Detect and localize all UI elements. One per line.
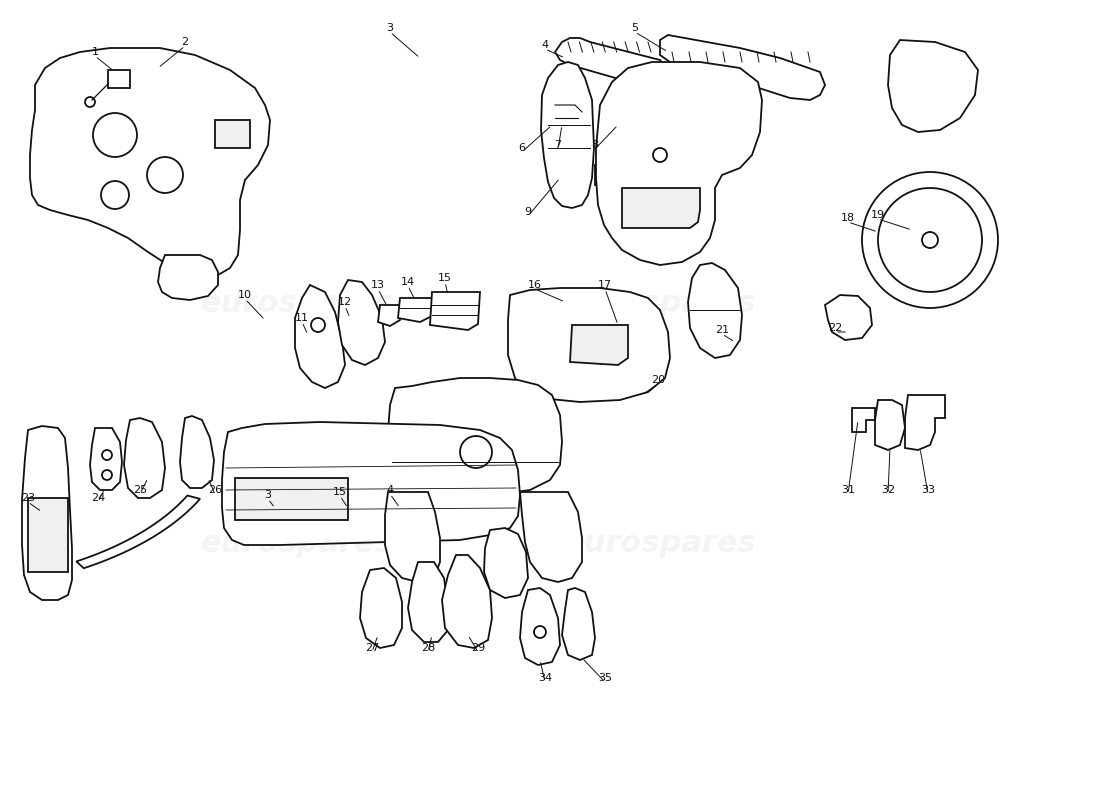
Circle shape	[311, 318, 324, 332]
Text: 4: 4	[386, 485, 394, 495]
Text: 34: 34	[538, 673, 552, 683]
Text: 14: 14	[400, 277, 415, 287]
Text: eurospares: eurospares	[563, 530, 757, 558]
Polygon shape	[688, 263, 742, 358]
Polygon shape	[235, 478, 348, 520]
Polygon shape	[596, 62, 762, 265]
Text: 10: 10	[238, 290, 252, 300]
Text: 7: 7	[554, 140, 562, 150]
Text: 9: 9	[525, 207, 531, 217]
Polygon shape	[214, 120, 250, 148]
Text: 18: 18	[840, 213, 855, 223]
Polygon shape	[508, 288, 670, 402]
Polygon shape	[295, 285, 345, 388]
Text: 28: 28	[421, 643, 436, 653]
Polygon shape	[158, 255, 218, 300]
Text: eurospares: eurospares	[200, 530, 394, 558]
Circle shape	[460, 436, 492, 468]
Polygon shape	[520, 588, 560, 665]
Text: 3: 3	[386, 23, 394, 33]
Text: 21: 21	[715, 325, 729, 335]
Text: 20: 20	[651, 375, 666, 385]
Polygon shape	[430, 292, 480, 330]
Polygon shape	[556, 38, 668, 86]
Polygon shape	[22, 426, 72, 600]
Polygon shape	[28, 498, 68, 572]
Polygon shape	[595, 165, 618, 185]
Polygon shape	[905, 395, 945, 450]
Circle shape	[94, 113, 138, 157]
Circle shape	[922, 232, 938, 248]
Circle shape	[653, 148, 667, 162]
Polygon shape	[385, 492, 440, 582]
Text: 22: 22	[828, 323, 843, 333]
Polygon shape	[90, 428, 122, 490]
Polygon shape	[520, 492, 582, 582]
Polygon shape	[360, 568, 401, 648]
Text: 24: 24	[91, 493, 106, 503]
Polygon shape	[442, 555, 492, 648]
Text: 29: 29	[471, 643, 485, 653]
Polygon shape	[825, 295, 872, 340]
Text: 27: 27	[365, 643, 380, 653]
Circle shape	[85, 97, 95, 107]
Polygon shape	[388, 378, 562, 494]
Text: 19: 19	[871, 210, 886, 220]
Text: 17: 17	[598, 280, 612, 290]
Text: 1: 1	[91, 47, 99, 57]
Text: 26: 26	[208, 485, 222, 495]
Circle shape	[147, 157, 183, 193]
Text: 13: 13	[371, 280, 385, 290]
Text: eurospares: eurospares	[200, 290, 394, 318]
Polygon shape	[76, 495, 200, 568]
Polygon shape	[562, 588, 595, 660]
Polygon shape	[852, 408, 874, 432]
Text: 25: 25	[133, 485, 147, 495]
Text: 15: 15	[438, 273, 452, 283]
Polygon shape	[378, 305, 400, 326]
Text: 15: 15	[333, 487, 346, 497]
Polygon shape	[621, 188, 700, 228]
Circle shape	[534, 626, 546, 638]
Polygon shape	[124, 418, 165, 498]
Polygon shape	[541, 62, 594, 208]
Text: 4: 4	[541, 40, 549, 50]
Circle shape	[878, 188, 982, 292]
Polygon shape	[660, 35, 825, 100]
Text: 35: 35	[598, 673, 612, 683]
Polygon shape	[570, 325, 628, 365]
Polygon shape	[30, 48, 270, 278]
Text: 31: 31	[842, 485, 855, 495]
Polygon shape	[180, 416, 214, 488]
Circle shape	[102, 470, 112, 480]
Polygon shape	[398, 298, 432, 322]
Text: 11: 11	[295, 313, 309, 323]
Circle shape	[862, 172, 998, 308]
Polygon shape	[108, 70, 130, 88]
Circle shape	[102, 450, 112, 460]
Polygon shape	[874, 400, 905, 450]
Text: 32: 32	[881, 485, 895, 495]
Polygon shape	[484, 528, 528, 598]
Text: 16: 16	[528, 280, 542, 290]
Text: 5: 5	[631, 23, 638, 33]
Polygon shape	[222, 422, 520, 545]
Text: 12: 12	[338, 297, 352, 307]
Circle shape	[101, 181, 129, 209]
Polygon shape	[888, 40, 978, 132]
Text: 8: 8	[592, 140, 598, 150]
Text: 6: 6	[518, 143, 526, 153]
Text: 33: 33	[921, 485, 935, 495]
Text: 2: 2	[182, 37, 188, 47]
Polygon shape	[338, 280, 385, 365]
Text: 3: 3	[264, 490, 272, 500]
Text: 23: 23	[21, 493, 35, 503]
Text: eurospares: eurospares	[563, 290, 757, 318]
Polygon shape	[408, 562, 448, 642]
